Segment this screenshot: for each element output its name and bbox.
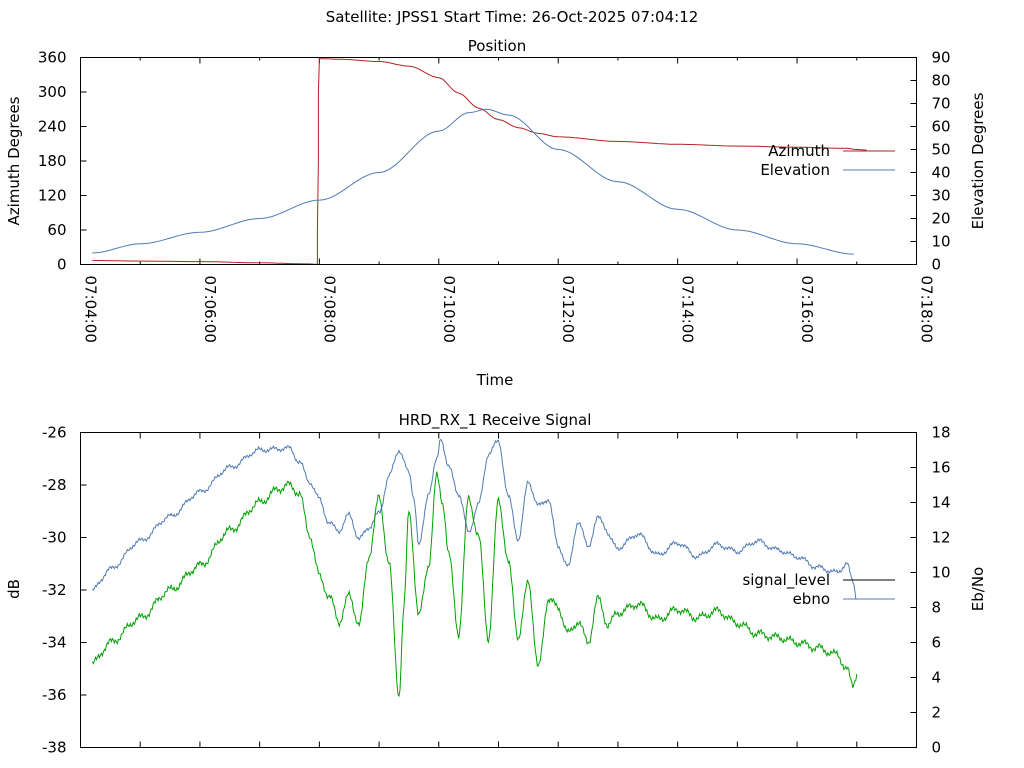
- legend-elevation-label: Elevation: [760, 161, 830, 179]
- position-series-elevation: [92, 108, 854, 255]
- signal-y2-tick-label: 4: [932, 669, 942, 687]
- signal-y-label: dB: [5, 579, 23, 599]
- signal-y-tick-label: -36: [42, 686, 67, 704]
- position-y2-tick-label: 60: [932, 118, 951, 136]
- position-x-tick-label: 07:18:00: [918, 276, 936, 343]
- position-y-tick-label: 0: [57, 256, 67, 274]
- signal-y-tick-label: -38: [42, 739, 67, 757]
- signal-y-tick-label: -34: [42, 634, 67, 652]
- position-chart: Position Azimuth Degrees Elevation Degre…: [5, 37, 987, 389]
- position-x-label: Time: [476, 371, 514, 389]
- position-y-tick-label: 60: [47, 221, 66, 239]
- position-y-label: Azimuth Degrees: [5, 96, 23, 225]
- signal-y2-tick-label: 10: [932, 564, 951, 582]
- signal-y-tick-label: -32: [42, 581, 67, 599]
- position-y-tick-label: 240: [38, 118, 67, 136]
- signal-y2-tick-label: 2: [932, 704, 942, 722]
- signal-y-tick-label: -28: [42, 476, 67, 494]
- position-y2-tick-label: 0: [932, 256, 942, 274]
- signal-y2-tick-label: 12: [932, 529, 951, 547]
- position-legend: Azimuth Elevation: [760, 142, 895, 179]
- position-y-tick-label: 120: [38, 187, 67, 205]
- legend-azimuth-label: Azimuth: [768, 142, 830, 160]
- signal-y2-tick-label: 16: [932, 459, 951, 477]
- position-x-tick-label: 07:04:00: [82, 276, 100, 343]
- position-y2-tick-label: 90: [932, 49, 951, 67]
- signal-y2-tick-label: 18: [932, 424, 951, 442]
- legend-signal-level-label: signal_level: [742, 571, 830, 590]
- position-y2-tick-label: 20: [932, 210, 951, 228]
- signal-chart: HRD_RX_1 Receive Signal dB Eb/No -38 -36 -…: [5, 411, 987, 757]
- signal-series-ebno: [92, 438, 857, 600]
- signal-y2-tick-label: 14: [932, 494, 951, 512]
- position-x-tick-label: 07:10:00: [440, 276, 458, 343]
- position-chart-title: Position: [468, 37, 526, 55]
- position-y2-tick-label: 50: [932, 141, 951, 159]
- position-x-tick-label: 07:12:00: [559, 276, 577, 343]
- position-plot-frame: [80, 57, 917, 265]
- position-x-tick-label: 07:16:00: [798, 276, 816, 343]
- signal-plot-frame: [80, 432, 917, 748]
- signal-legend: signal_level ebno: [742, 571, 895, 608]
- signal-y2-tick-label: 8: [932, 599, 942, 617]
- position-series-azimuth: [92, 58, 867, 265]
- signal-y2-label: Eb/No: [969, 567, 987, 611]
- position-x-tick-label: 07:06:00: [201, 276, 219, 343]
- position-y2-tick-label: 80: [932, 72, 951, 90]
- figure-suptitle: Satellite: JPSS1 Start Time: 26-Oct-2025…: [326, 8, 699, 26]
- position-y2-tick-label: 30: [932, 187, 951, 205]
- position-y-tick-label: 360: [38, 49, 67, 67]
- position-y-tick-label: 300: [38, 83, 67, 101]
- legend-ebno-label: ebno: [793, 590, 830, 608]
- signal-y-tick-label: -26: [42, 424, 67, 442]
- position-y-tick-label: 180: [38, 152, 67, 170]
- signal-series-signal-level-eb-no-trace-: [91, 471, 858, 698]
- signal-y2-tick-label: 0: [932, 739, 942, 757]
- position-y2-tick-label: 70: [932, 95, 951, 113]
- position-x-tick-label: 07:08:00: [320, 276, 338, 343]
- position-y2-tick-label: 40: [932, 164, 951, 182]
- signal-chart-title: HRD_RX_1 Receive Signal: [399, 411, 592, 430]
- signal-y2-tick-label: 6: [932, 634, 942, 652]
- position-x-tick-label: 07:14:00: [679, 276, 697, 343]
- position-y2-tick-label: 10: [932, 233, 951, 251]
- position-y2-label: Elevation Degrees: [969, 92, 987, 229]
- signal-y-tick-label: -30: [42, 529, 67, 547]
